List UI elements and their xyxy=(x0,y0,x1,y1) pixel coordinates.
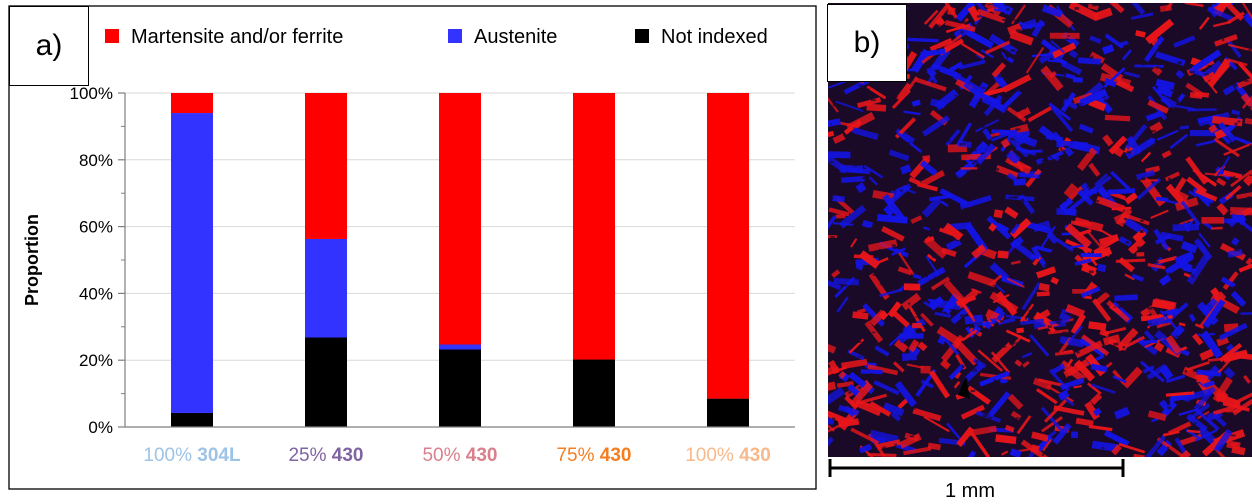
y-tick-label: 0% xyxy=(88,418,113,437)
bar-segment-martensite-and-or-ferrite xyxy=(305,93,347,239)
bar-segment-austenite xyxy=(305,238,347,338)
legend-label: Martensite and/or ferrite xyxy=(131,26,343,48)
y-tick-labels: 0% 20% 40% 60% 80% 100% xyxy=(70,84,113,437)
x-tick-label: 50% 430 xyxy=(422,445,497,466)
x-tick-labels: 100% 304L 25% 430 50% 430 75% 430 100% 430 xyxy=(143,445,770,466)
bars xyxy=(171,93,749,427)
legend: Martensite and/or ferrite Austenite Not in… xyxy=(105,26,768,48)
y-tick-label: 60% xyxy=(79,218,113,237)
bar-segment-not-indexed xyxy=(439,349,481,427)
y-tick-label: 20% xyxy=(79,351,113,370)
y-tick-label: 80% xyxy=(79,151,113,170)
chart-frame xyxy=(8,5,817,490)
bar-segment-austenite xyxy=(439,344,481,350)
bar-segment-not-indexed xyxy=(171,412,213,427)
x-tick-label: 25% 430 xyxy=(288,445,363,466)
bar-segment-martensite-and-or-ferrite xyxy=(439,93,481,345)
y-axis-label: Proportion xyxy=(22,214,42,306)
bar-segment-martensite-and-or-ferrite xyxy=(573,93,615,360)
particle xyxy=(958,377,970,399)
panel-b-label: b) xyxy=(827,4,907,82)
legend-swatch xyxy=(448,29,462,43)
legend-swatch xyxy=(105,29,119,43)
scale-bar-label: 1 mm xyxy=(945,480,995,502)
bar-segment-not-indexed xyxy=(305,337,347,427)
x-tick-label: 100% 304L xyxy=(143,445,241,466)
grain-texture xyxy=(828,3,1252,457)
x-tick-label: 100% 430 xyxy=(685,445,771,466)
bar-segment-martensite-and-or-ferrite xyxy=(707,93,749,399)
y-tick-label: 100% xyxy=(70,84,113,103)
bar-segment-not-indexed xyxy=(573,359,615,427)
bar-segment-martensite-and-or-ferrite xyxy=(171,93,213,114)
x-tick-label: 75% 430 xyxy=(556,445,631,466)
legend-swatch xyxy=(635,29,649,43)
bar-segment-not-indexed xyxy=(707,398,749,427)
legend-label: Austenite xyxy=(474,26,557,48)
axes xyxy=(118,92,795,428)
y-tick-label: 40% xyxy=(79,284,113,303)
panel-a-label: a) xyxy=(9,6,89,86)
scale-bar xyxy=(828,459,1125,477)
legend-label: Not indexed xyxy=(661,26,768,48)
bar-segment-austenite xyxy=(171,113,213,413)
